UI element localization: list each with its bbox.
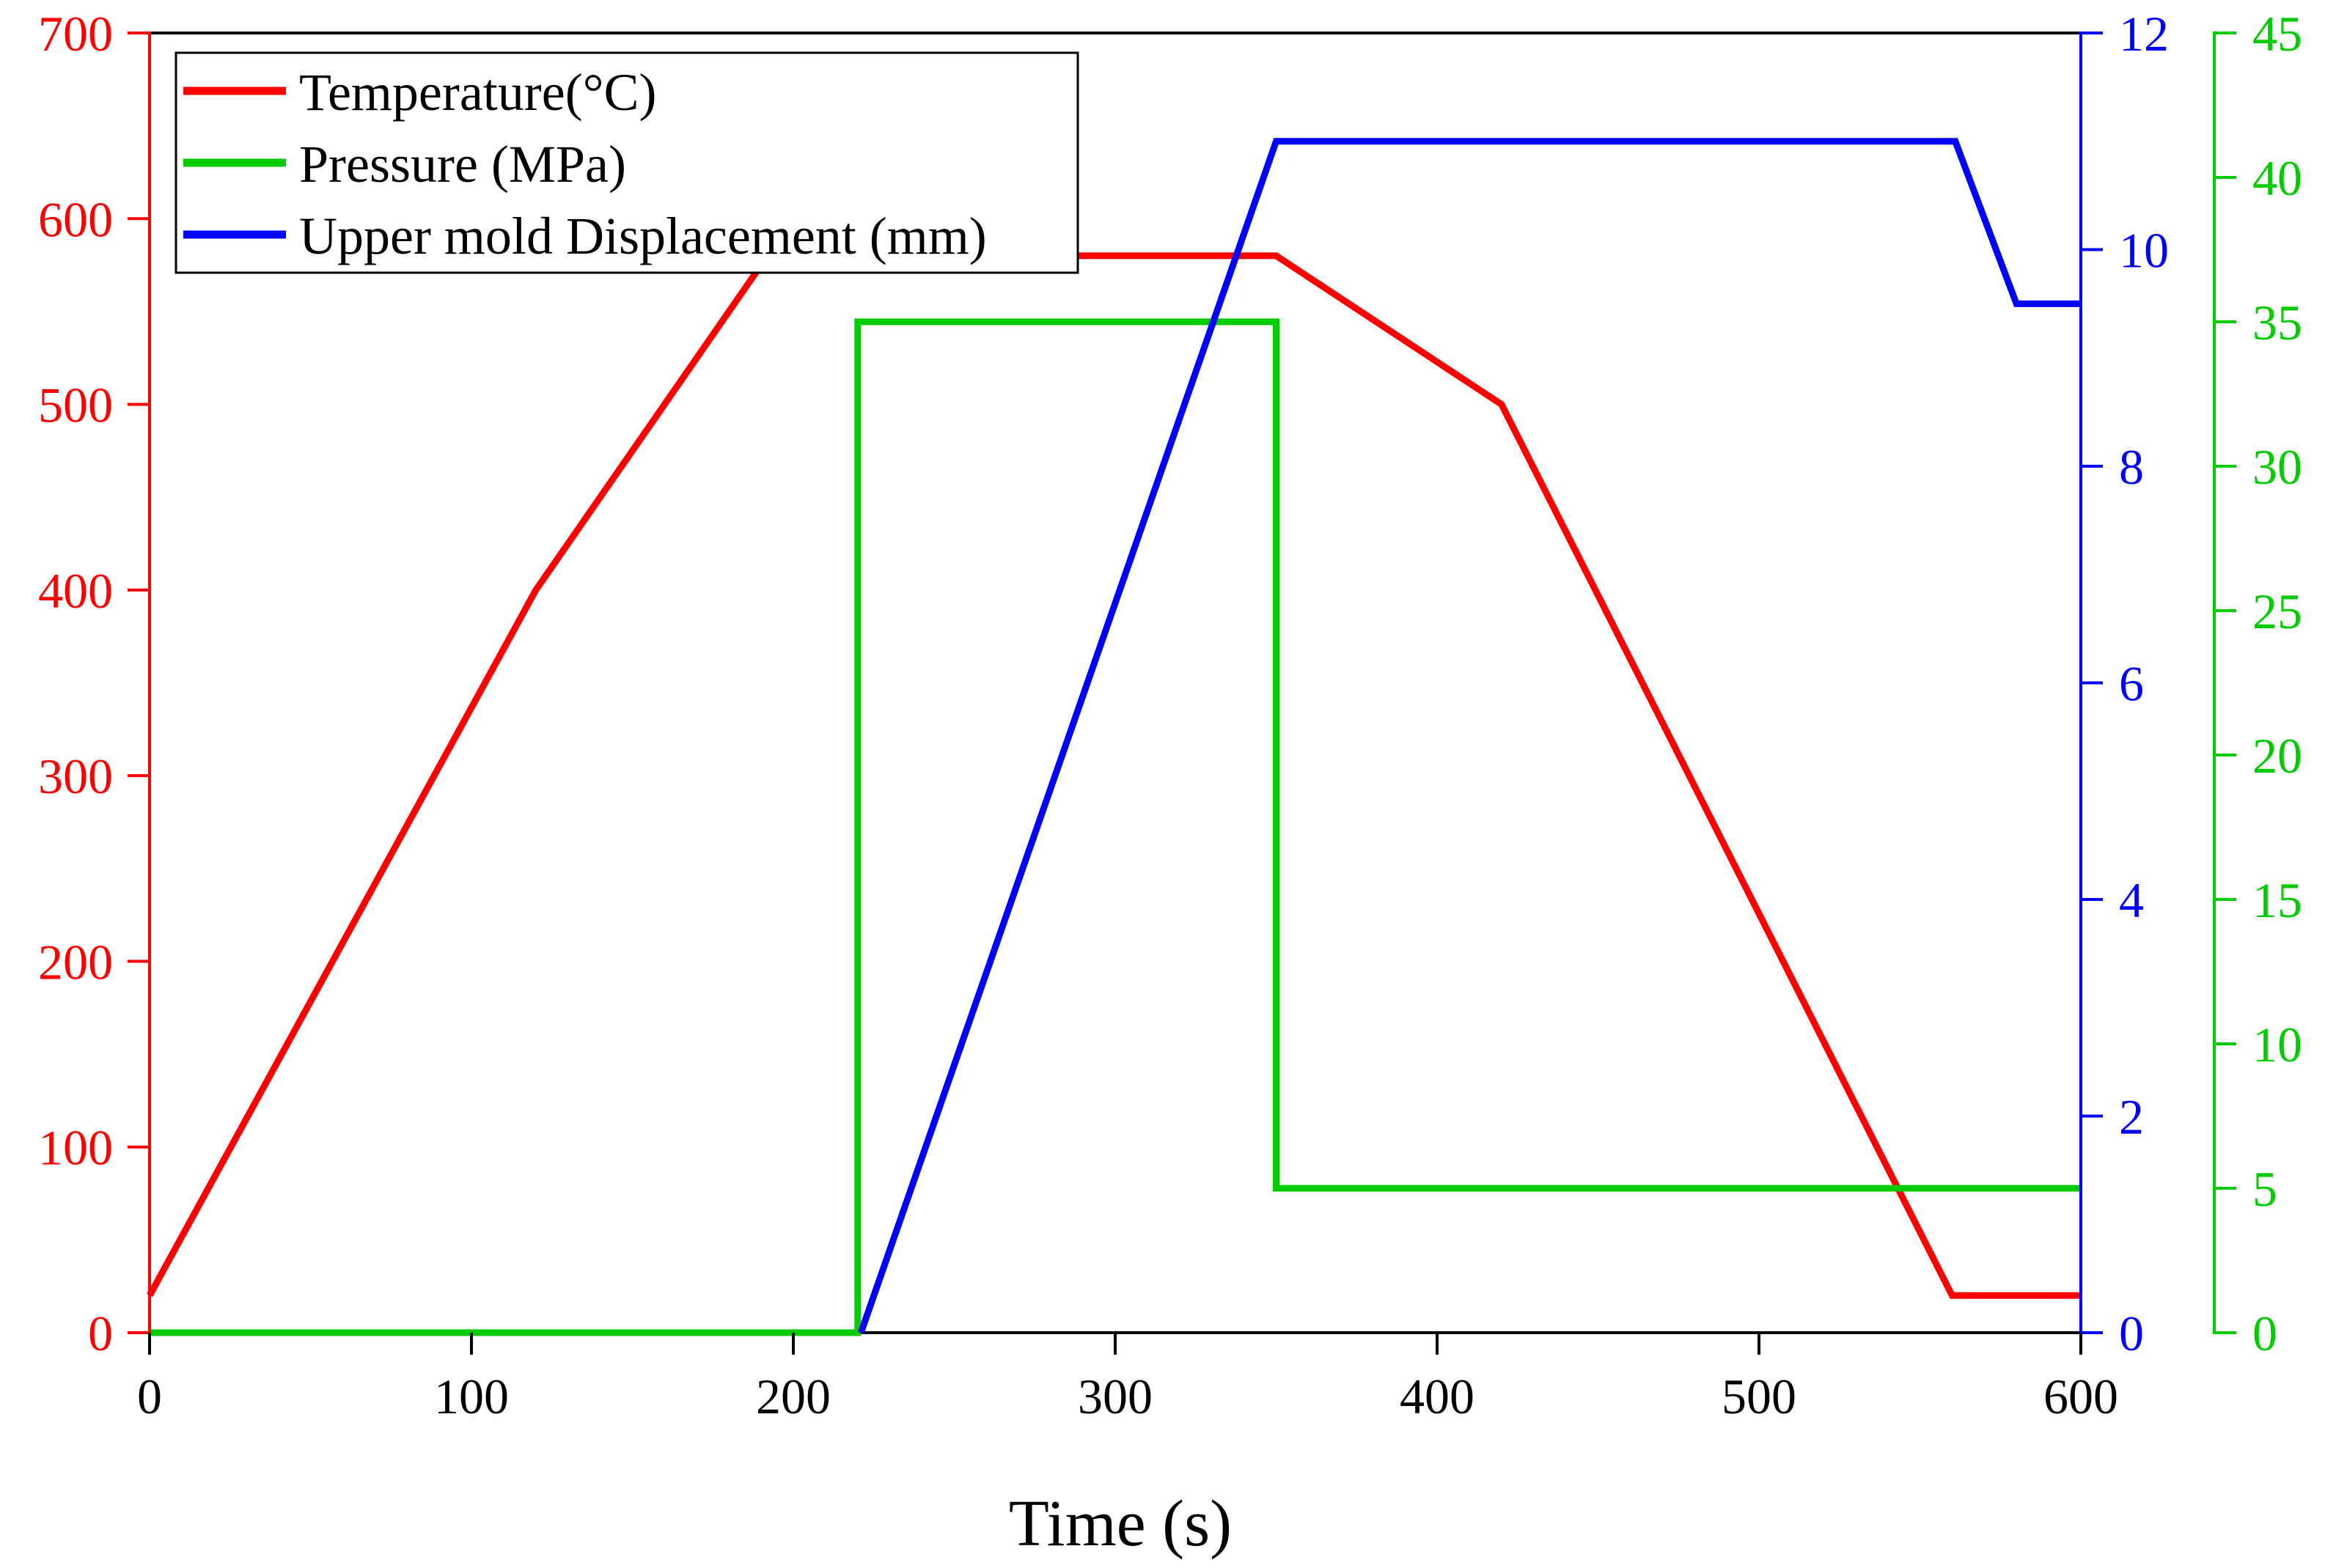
time-axis: Time (s) 0 100 200 300 400 500 600 <box>137 1333 2118 1560</box>
pressure-tick-label: 15 <box>2252 872 2302 928</box>
pressure-tick-label: 10 <box>2252 1017 2302 1072</box>
temperature-tick-label: 700 <box>38 6 113 62</box>
series-line-temperaturec <box>147 252 2081 1299</box>
x-tick-label: 100 <box>434 1369 509 1424</box>
series-line-upper <box>857 138 2081 1334</box>
pressure-axis: 0 5 10 15 20 25 30 35 40 45 <box>2213 6 2302 1361</box>
temperature-tick-label: 200 <box>38 934 113 990</box>
displacement-tick-label: 10 <box>2119 223 2169 279</box>
displacement-tick-label: 6 <box>2119 656 2144 712</box>
pressure-tick-label: 5 <box>2252 1161 2277 1217</box>
temperature-axis: 0 100 200 300 400 500 600 700 <box>38 6 151 1361</box>
displacement-tick-label: 2 <box>2119 1089 2144 1145</box>
displacement-tick-label: 8 <box>2119 439 2144 495</box>
legend-label: Upper mold Displacement (mm) <box>299 207 987 265</box>
series-layer <box>147 138 2081 1336</box>
temperature-tick-label: 0 <box>88 1306 113 1361</box>
series-line-pressure <box>150 318 2081 1336</box>
x-tick-label: 400 <box>1400 1369 1474 1424</box>
pressure-tick-label: 35 <box>2252 295 2302 350</box>
displacement-axis: 0 2 4 6 8 10 12 <box>2079 6 2169 1361</box>
displacement-tick-label: 4 <box>2119 872 2144 928</box>
temperature-tick-label: 400 <box>38 563 113 619</box>
temperature-tick-label: 500 <box>38 378 113 433</box>
legend-label: Temperature(°C) <box>299 63 657 122</box>
x-tick-label: 300 <box>1078 1369 1153 1424</box>
legend: Temperature(°C) Pressure (MPa) Upper mold … <box>175 51 1079 274</box>
pressure-tick-label: 0 <box>2252 1306 2277 1361</box>
pressure-tick-label: 20 <box>2252 728 2302 784</box>
pressure-tick-label: 45 <box>2252 6 2302 62</box>
x-tick-label: 200 <box>756 1369 831 1424</box>
x-tick-label: 600 <box>2043 1369 2118 1424</box>
x-axis-label: Time (s) <box>1009 1487 1232 1560</box>
displacement-tick-label: 0 <box>2119 1306 2144 1361</box>
x-tick-label: 500 <box>1722 1369 1796 1424</box>
displacement-tick-label: 12 <box>2119 6 2169 62</box>
temperature-tick-label: 100 <box>38 1120 113 1176</box>
legend-label: Pressure (MPa) <box>299 135 626 194</box>
temperature-tick-label: 300 <box>38 748 113 804</box>
legend-box <box>175 51 1079 274</box>
pressure-tick-label: 30 <box>2252 439 2302 495</box>
x-tick-label: 0 <box>137 1369 162 1424</box>
temperature-tick-label: 600 <box>38 191 113 247</box>
pressure-tick-label: 25 <box>2252 584 2302 639</box>
pressure-tick-label: 40 <box>2252 150 2302 206</box>
